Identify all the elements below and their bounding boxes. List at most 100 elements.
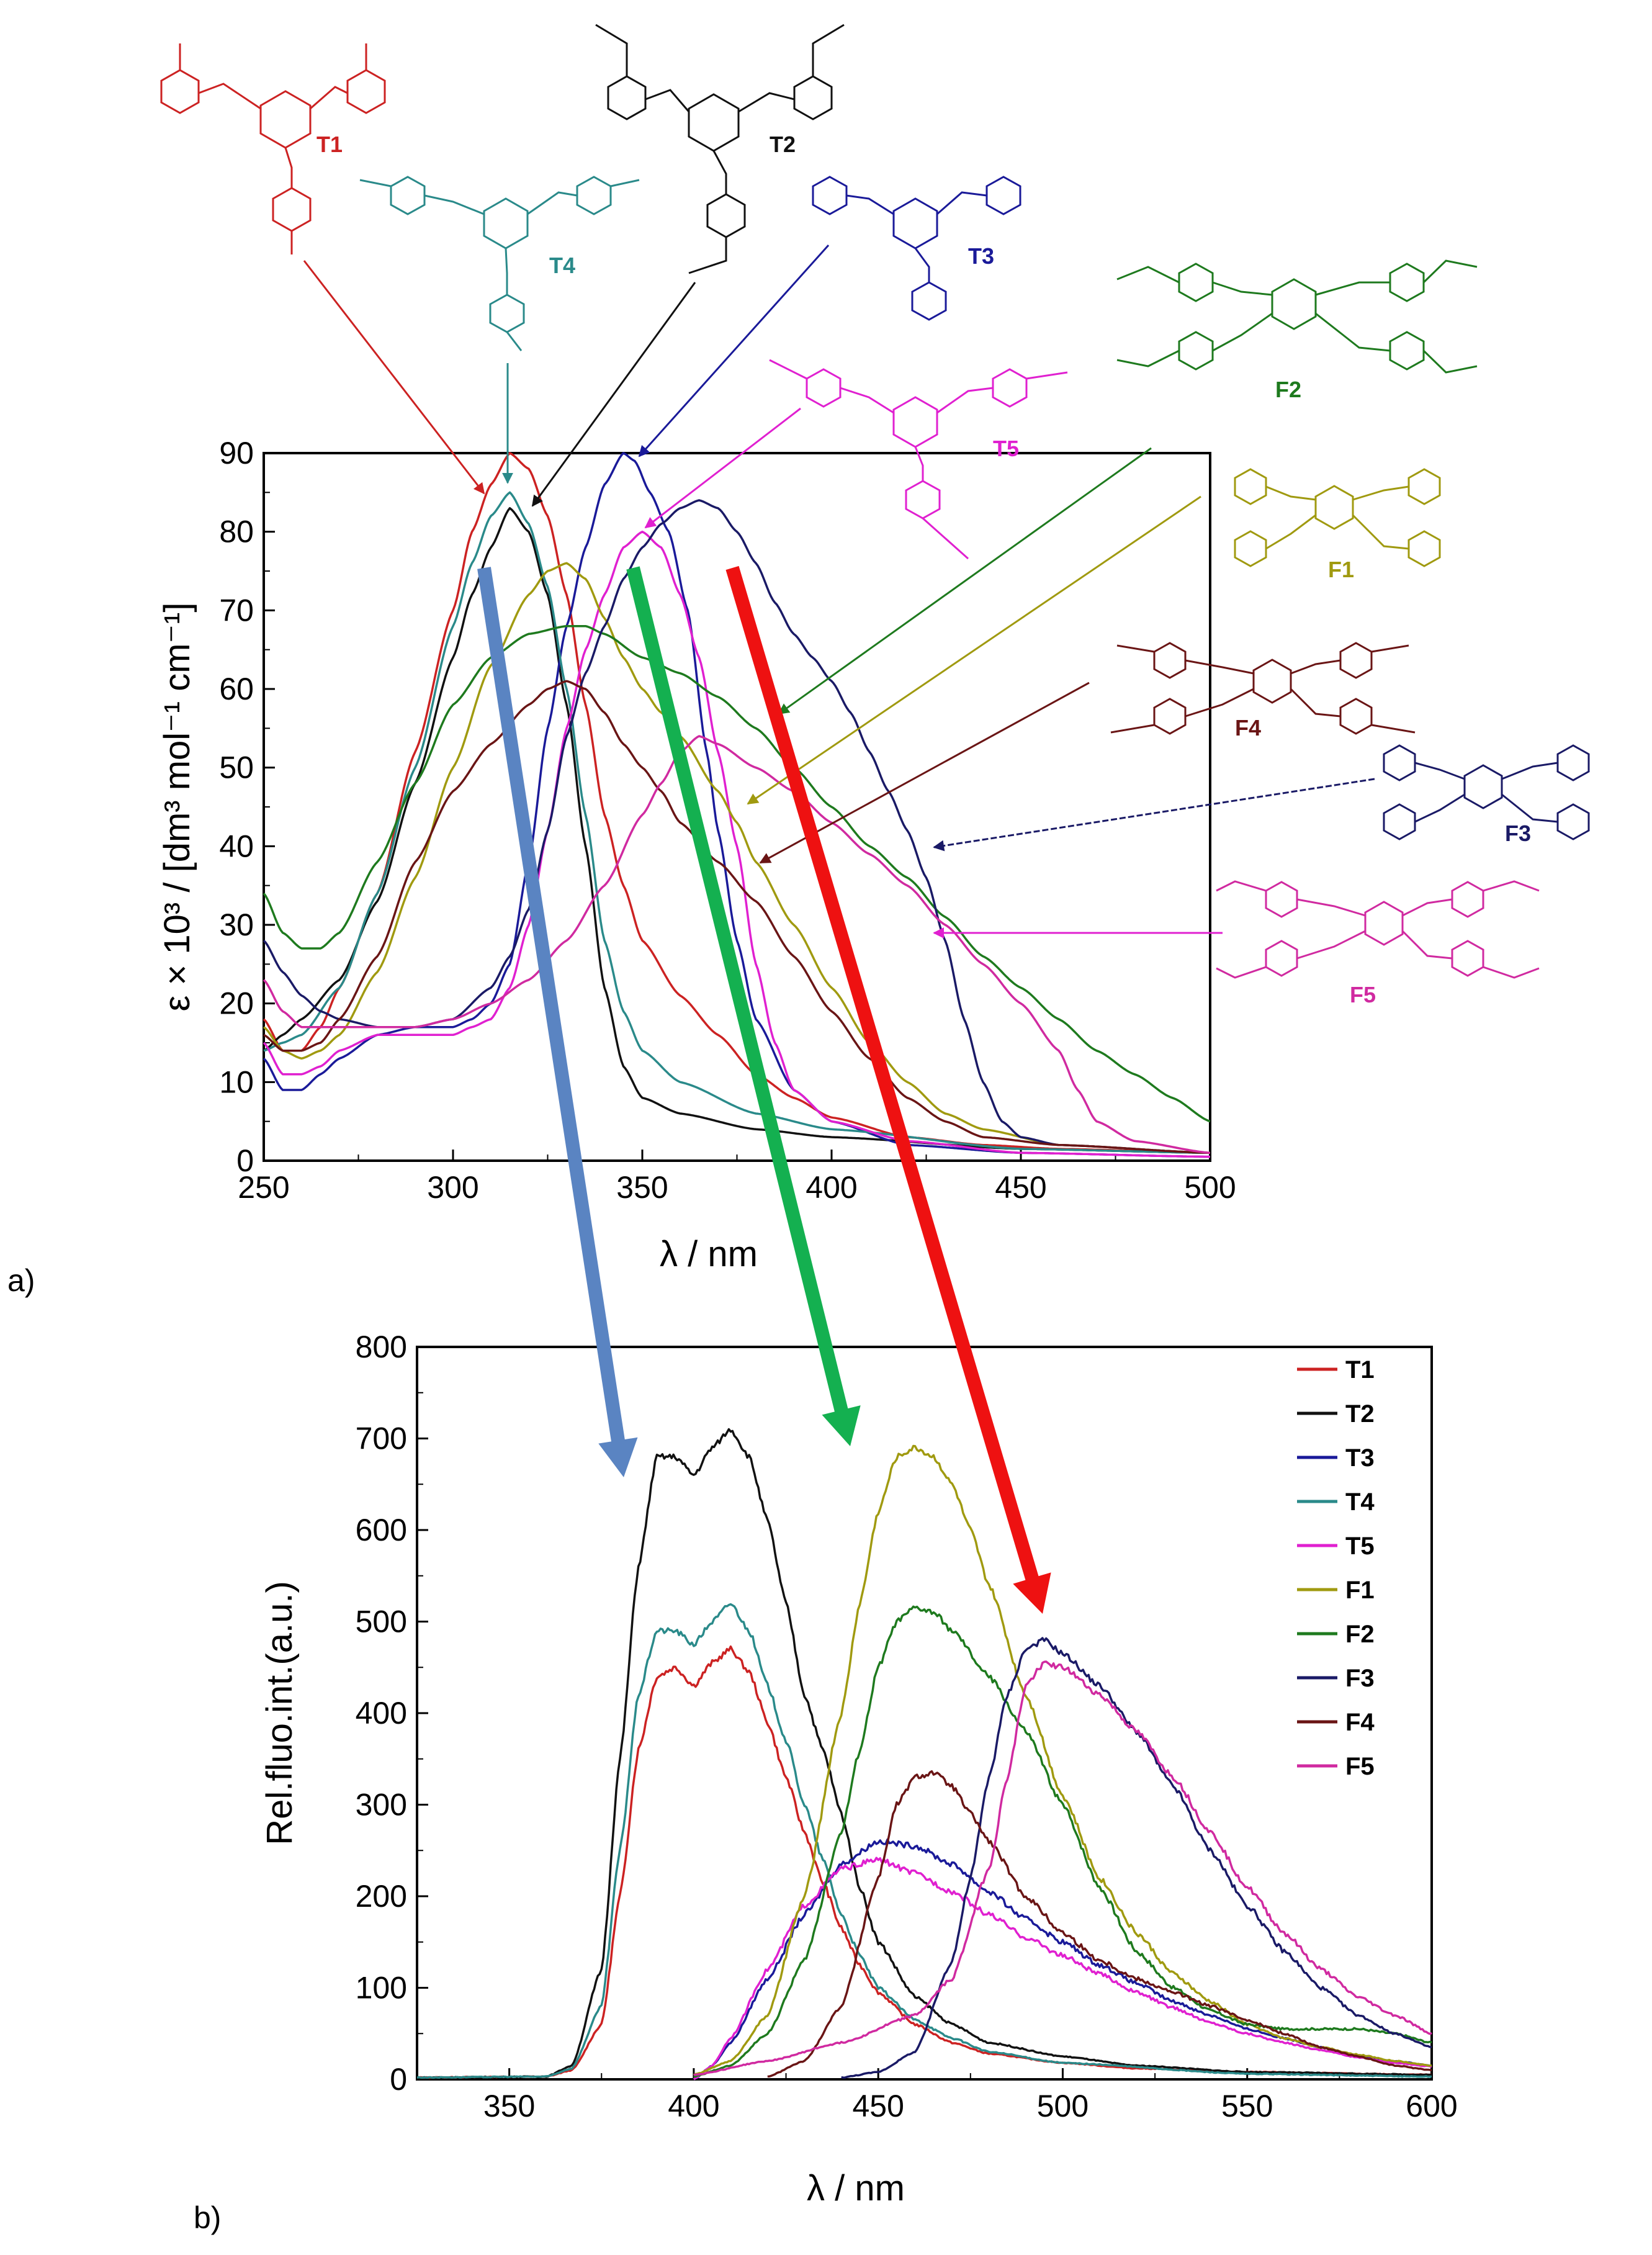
absorption-x-tick-label: 350 [616,1170,668,1205]
fluorescence-series-T5 [693,1857,1432,2081]
legend-label-F1: F1 [1345,1577,1375,1604]
fluorescence-x-tick-label: 500 [1037,2089,1089,2123]
legend: T1 T2 T3 T4 T5 F1 F2 F3 F4 F5 [1297,1356,1375,1780]
legend-label-F4: F4 [1345,1709,1375,1736]
arrow-red [725,565,1051,1614]
absorption-y-tick-label: 50 [219,750,254,785]
molecule-T5-label: T5 [993,436,1019,461]
molecule-T2-label: T2 [770,132,796,157]
molecule-T3 [812,176,1021,321]
molecule-T3-label: T3 [968,243,994,269]
molecule-structures: T1 T2 T3 T4 [160,24,1590,1007]
pointer-T2 [531,282,696,507]
pointer-F3 [933,778,1375,852]
molecule-T4-label: T4 [549,253,575,278]
panel-b-label: b) [194,2200,221,2235]
fluorescence-x-label: λ / nm [807,2168,905,2208]
pointer-F1 [747,495,1201,805]
absorption-series-T5 [263,530,1211,1158]
absorption-y-tick-label: 60 [219,672,254,706]
fluorescence-y-tick-label: 0 [390,2062,407,2097]
absorption-x-tick-label: 300 [427,1170,478,1205]
molecule-T2 [595,24,845,274]
molecule-T4 [359,176,640,351]
pointer-T1 [303,260,485,495]
pointer-T3 [638,244,830,457]
absorption-ticks: 250 300 350 400 450 500 0 10 20 30 40 50 60 70 80 90 [219,436,1236,1205]
legend-label-F2: F2 [1345,1621,1375,1648]
molecule-F2 [1116,259,1478,374]
fluorescence-ticks: 350 400 450 500 550 600 0 100 200 300 400 500 600 700… [356,1330,1458,2123]
molecule-F3 [1383,744,1590,840]
molecule-F1-label: F1 [1328,557,1354,582]
fluorescence-series-F4 [767,1770,1432,2078]
pointer-F2 [778,447,1152,715]
molecule-F2-label: F2 [1275,377,1301,402]
absorption-curves [263,452,1211,1158]
legend-label-T2: T2 [1345,1400,1375,1428]
absorption-y-tick-label: 10 [219,1064,254,1099]
correlation-arrows [477,565,1051,1614]
molecule-F5-label: F5 [1350,982,1376,1007]
absorption-series-T4 [263,491,1210,1155]
molecule-pointer-arrows [303,244,1375,938]
absorption-y-label: ε × 10³ / [dm³ mol⁻¹ cm⁻¹] [157,602,197,1011]
fluorescence-y-tick-label: 400 [356,1696,407,1731]
absorption-y-tick-label: 80 [219,515,254,549]
legend-label-F3: F3 [1345,1665,1375,1692]
fluorescence-y-label: Rel.fluo.int.(a.u.) [259,1581,300,1845]
fluorescence-x-tick-label: 600 [1406,2089,1457,2123]
molecule-F4-label: F4 [1235,715,1261,740]
fluorescence-curves [416,1428,1432,2081]
molecule-F3-label: F3 [1505,821,1531,846]
absorption-x-label: λ / nm [660,1234,758,1274]
fluorescence-y-tick-label: 300 [356,1788,407,1822]
fluorescence-chart: 350 400 450 500 550 600 0 100 200 300 400 500 600 700… [259,1330,1458,2208]
legend-label-T1: T1 [1345,1356,1375,1384]
arrow-green-shape [626,566,861,1446]
fluorescence-x-tick-label: 550 [1221,2089,1273,2123]
pointer-T5 [644,407,801,529]
absorption-series-F4 [263,680,1210,1155]
fluorescence-series-F5 [693,1660,1432,2076]
fluorescence-y-tick-label: 700 [356,1421,407,1456]
legend-label-T4: T4 [1345,1488,1375,1516]
fluorescence-y-tick-label: 600 [356,1513,407,1547]
molecule-T1-label: T1 [316,132,343,157]
absorption-y-tick-label: 30 [219,907,254,942]
molecule-F4 [1110,642,1416,735]
fluorescence-x-tick-label: 350 [483,2089,535,2123]
absorption-x-tick-label: 400 [806,1170,857,1205]
arrow-green [626,566,861,1446]
fluorescence-y-tick-label: 500 [356,1605,407,1639]
absorption-y-tick-label: 40 [219,829,254,863]
arrow-blue [477,567,638,1477]
panel-a-label: a) [7,1263,35,1298]
fluorescence-x-tick-label: 400 [668,2089,719,2123]
absorption-x-tick-label: 250 [238,1170,289,1205]
absorption-series-F2 [263,624,1211,1123]
fluorescence-series-T2 [416,1428,1432,2079]
absorption-x-tick-label: 500 [1184,1170,1236,1205]
arrow-red-shape [725,565,1051,1614]
arrow-blue-shape [477,567,638,1477]
fluorescence-y-tick-label: 200 [356,1879,407,1914]
fluorescence-y-tick-label: 800 [356,1330,407,1364]
absorption-y-tick-label: 90 [219,436,254,470]
molecule-F1 [1234,468,1441,567]
absorption-chart: 250 300 350 400 450 500 0 10 20 30 40 50 60 70 80 90 λ … [157,436,1236,1274]
fluorescence-series-T4 [416,1603,1432,2079]
molecule-T1 [160,43,386,254]
molecule-F5 [1216,880,1540,979]
legend-label-T5: T5 [1345,1533,1375,1560]
legend-label-F5: F5 [1345,1753,1375,1780]
absorption-y-tick-label: 20 [219,986,254,1021]
absorption-y-tick-label: 0 [236,1143,254,1178]
fluorescence-series-F1 [693,1444,1432,2076]
molecule-T5 [769,359,1068,560]
legend-label-T3: T3 [1345,1444,1375,1472]
absorption-x-tick-label: 450 [995,1170,1046,1205]
absorption-y-tick-label: 70 [219,593,254,628]
absorption-series-F5 [263,735,1211,1155]
